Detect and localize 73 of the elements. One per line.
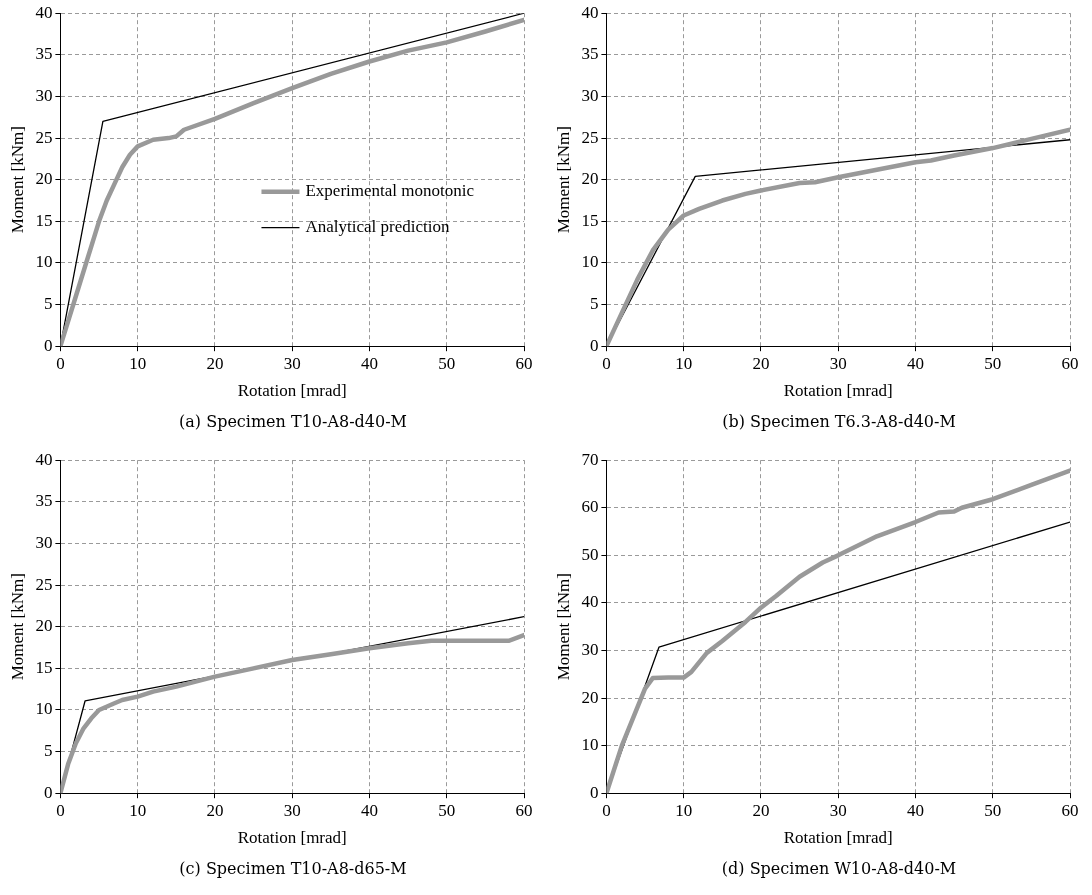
x-tick-label: 30: [283, 800, 301, 820]
x-tick-label: 20: [206, 353, 224, 373]
x-axis-title: Rotation [mrad]: [783, 381, 893, 401]
x-tick-label: 20: [752, 353, 770, 373]
text: (a) Specimen T10-A8-d40-M: [178, 412, 408, 431]
y-axis-title: Moment [kNm]: [553, 126, 573, 234]
y-tick-label: 20: [581, 169, 599, 189]
y-tick-label: 25: [35, 574, 53, 594]
legend-label: Experimental monotonic: [305, 181, 475, 201]
y-tick-label: 30: [35, 532, 53, 552]
legend-label: Analytical prediction: [305, 217, 450, 237]
y-tick-label: 15: [35, 657, 53, 677]
text: (c) Specimen T10-A8-d65-M: [178, 859, 408, 878]
y-tick-label: 0: [43, 782, 53, 802]
x-tick-label: 30: [829, 353, 847, 373]
x-tick-label: 10: [129, 353, 147, 373]
x-tick-label: 30: [283, 353, 301, 373]
x-tick-label: 40: [906, 800, 924, 820]
y-axis-title: Moment [kNm]: [553, 573, 573, 681]
text: (d) Specimen W10-A8-d40-M: [720, 859, 958, 878]
y-tick-label: 40: [581, 592, 599, 612]
y-tick-label: 35: [581, 44, 599, 64]
y-tick-label: 40: [35, 2, 53, 22]
y-tick-label: 35: [35, 44, 53, 64]
x-tick-label: 40: [360, 353, 378, 373]
y-tick-label: 15: [35, 210, 53, 230]
x-tick-label: 60: [515, 353, 533, 373]
y-tick-label: 10: [581, 735, 599, 755]
y-tick-label: 25: [35, 127, 53, 147]
x-tick-label: 60: [515, 800, 533, 820]
y-tick-label: 30: [581, 639, 599, 659]
y-axis-title: Moment [kNm]: [7, 126, 27, 234]
y-tick-label: 5: [589, 294, 599, 314]
y-tick-label: 0: [589, 335, 599, 355]
x-tick-label: 20: [752, 800, 770, 820]
y-tick-label: 40: [581, 2, 599, 22]
y-tick-label: 5: [43, 741, 53, 761]
x-axis-title: Rotation [mrad]: [783, 828, 893, 848]
x-tick-label: 10: [675, 353, 693, 373]
x-axis-title: Rotation [mrad]: [237, 828, 347, 848]
y-tick-label: 25: [581, 127, 599, 147]
x-tick-label: 10: [675, 800, 693, 820]
x-tick-label: 60: [1061, 800, 1079, 820]
y-tick-label: 20: [35, 169, 53, 189]
y-tick-label: 70: [581, 449, 599, 469]
x-tick-label: 50: [438, 800, 456, 820]
y-tick-label: 40: [35, 449, 53, 469]
y-tick-label: 10: [581, 252, 599, 272]
y-tick-label: 30: [581, 85, 599, 105]
y-tick-label: 20: [581, 687, 599, 707]
x-tick-label: 40: [360, 800, 378, 820]
x-tick-label: 60: [1061, 353, 1079, 373]
y-tick-label: 15: [581, 210, 599, 230]
x-tick-label: 40: [906, 353, 924, 373]
x-tick-label: 20: [206, 800, 224, 820]
y-tick-label: 60: [581, 497, 599, 517]
y-tick-label: 35: [35, 491, 53, 511]
y-tick-label: 5: [43, 294, 53, 314]
x-tick-label: 10: [129, 800, 147, 820]
y-tick-label: 20: [35, 616, 53, 636]
y-tick-label: 30: [35, 85, 53, 105]
x-tick-label: 30: [829, 800, 847, 820]
y-tick-label: 10: [35, 699, 53, 719]
y-tick-label: 10: [35, 252, 53, 272]
text: (b) Specimen T6.3-A8-d40-M: [721, 412, 957, 431]
x-tick-label: 50: [438, 353, 456, 373]
y-tick-label: 0: [43, 335, 53, 355]
x-tick-label: 50: [984, 800, 1002, 820]
y-tick-label: 0: [589, 782, 599, 802]
x-tick-label: 50: [984, 353, 1002, 373]
y-tick-label: 50: [581, 544, 599, 564]
y-axis-title: Moment [kNm]: [7, 573, 27, 681]
x-axis-title: Rotation [mrad]: [237, 381, 347, 401]
